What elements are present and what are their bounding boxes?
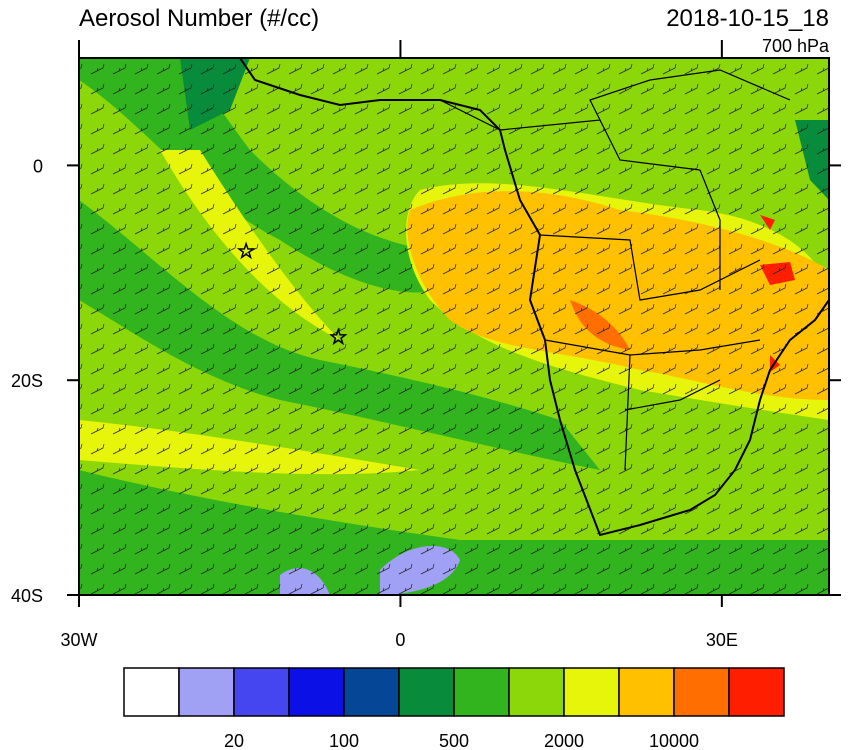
colorbar-label: 2000 <box>544 731 584 750</box>
coastline <box>238 58 829 537</box>
colorbar: 20 100 500 2000 10000 <box>123 667 785 750</box>
colorbar-box <box>563 667 620 717</box>
colorbar-box <box>618 667 675 717</box>
site-marker <box>329 327 348 346</box>
colorbar-box <box>453 667 510 717</box>
lat-tick-label: 0 <box>33 156 43 176</box>
colorbar-box <box>343 667 400 717</box>
colorbar-label: 500 <box>439 731 469 750</box>
colorbar-box <box>288 667 345 717</box>
colorbar-label: 100 <box>329 731 359 750</box>
lat-tick-label: 20S <box>11 371 43 391</box>
colorbar-box <box>728 667 785 717</box>
colorbar-box <box>398 667 455 717</box>
colorbar-box <box>233 667 290 717</box>
lon-tick-label: 0 <box>395 630 405 650</box>
borders <box>439 69 791 471</box>
lon-tick-label: 30W <box>60 630 97 650</box>
colorbar-box <box>673 667 730 717</box>
axes: 0 20S 40S 30W 0 30E <box>11 40 841 650</box>
lat-tick-label: 40S <box>11 586 43 606</box>
colorbar-box <box>178 667 235 717</box>
colorbar-label: 10000 <box>649 731 699 750</box>
map-frame <box>78 57 830 596</box>
time: 2018-10-15_18 <box>666 5 829 32</box>
map-field <box>79 58 829 595</box>
lon-tick-label: 30E <box>706 630 738 650</box>
level: 700 hPa <box>762 36 830 56</box>
colorbar-box <box>508 667 565 717</box>
colorbar-box <box>123 667 180 717</box>
title: Aerosol Number (#/cc) <box>79 5 319 32</box>
colorbar-label: 20 <box>224 731 244 750</box>
site-marker <box>236 241 256 260</box>
wind-barbs <box>79 58 829 595</box>
